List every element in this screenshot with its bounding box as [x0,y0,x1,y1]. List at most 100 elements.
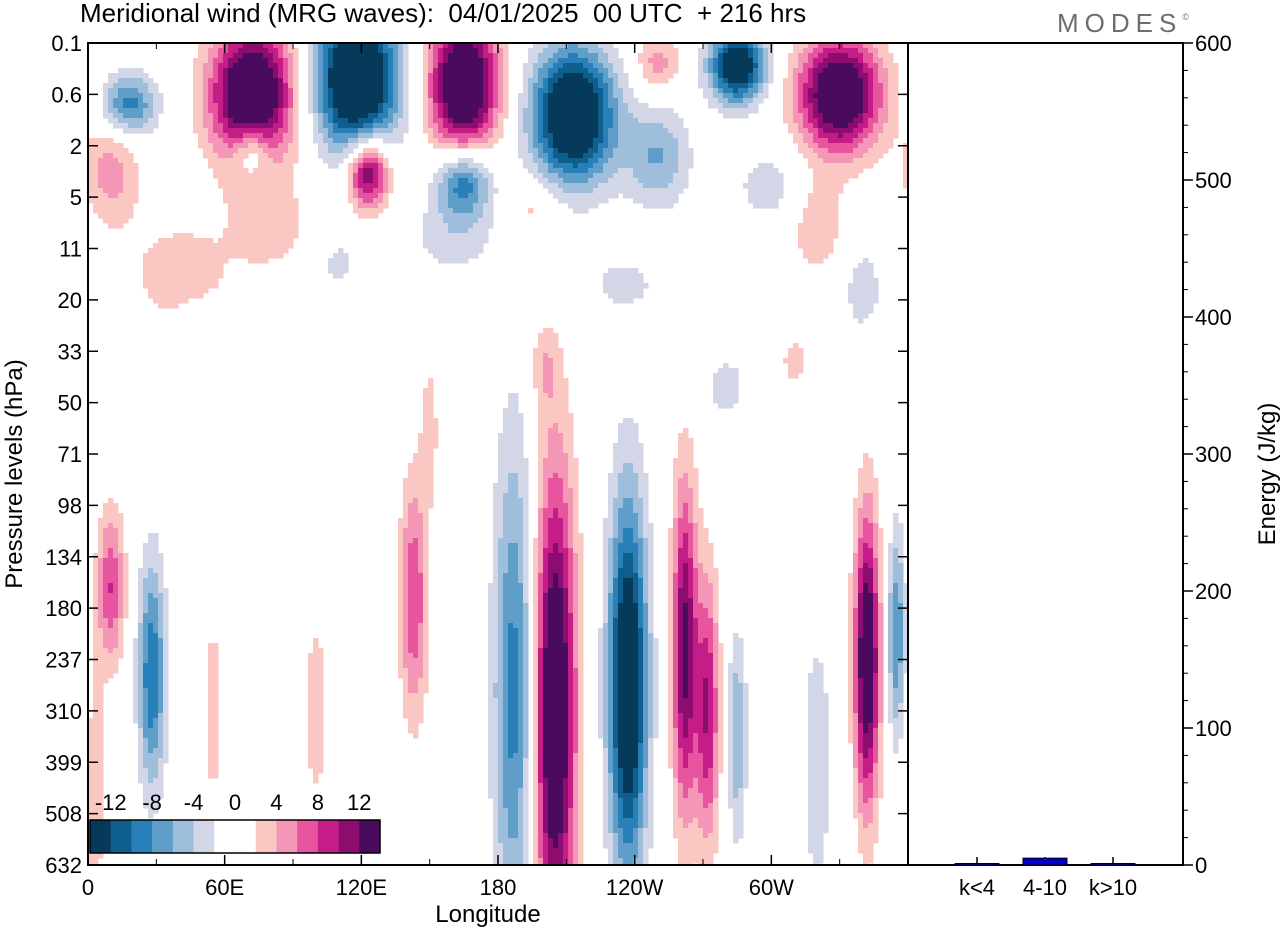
field-cell [423,453,429,459]
field-cell [533,88,539,94]
field-cell [798,63,804,69]
field-cell [803,248,809,254]
field-cell [808,68,814,74]
field-cell [348,108,354,114]
field-cell [858,268,864,274]
field-cell [263,83,269,89]
field-cell [533,378,539,384]
field-cell [373,63,379,69]
field-cell [543,58,549,64]
field-cell [333,93,339,99]
field-cell [368,113,374,119]
field-cell [373,133,379,139]
field-cell [203,143,209,149]
field-cell [858,488,864,494]
field-cell [548,478,554,484]
field-cell [223,193,229,199]
field-cell [823,63,829,69]
field-cell [663,158,669,164]
field-cell [728,63,734,69]
field-cell [673,153,679,159]
field-cell [268,93,274,99]
field-cell [548,443,554,449]
field-cell [533,113,539,119]
field-cell [803,113,809,119]
field-cell [543,178,549,184]
field-cell [233,183,239,189]
field-cell [498,103,504,109]
field-cell [663,133,669,139]
field-cell [428,393,434,399]
field-cell [793,113,799,119]
field-cell [828,123,834,129]
field-cell [423,423,429,429]
field-cell [893,93,899,99]
field-cell [193,288,199,294]
field-cell [563,448,569,454]
field-cell [288,93,294,99]
field-cell [558,133,564,139]
field-cell [188,233,194,239]
field-cell [288,58,294,64]
field-cell [628,483,634,489]
field-cell [183,273,189,279]
field-cell [553,43,559,49]
field-cell [453,88,459,94]
field-cell [293,88,299,94]
field-cell [843,138,849,144]
field-cell [403,128,409,134]
field-cell [553,468,559,474]
field-cell [818,198,824,204]
field-cell [613,498,619,504]
field-cell [118,213,124,219]
field-cell [818,68,824,74]
field-cell [378,173,384,179]
field-cell [638,118,644,124]
field-cell [158,93,164,99]
field-cell [813,253,819,259]
field-cell [558,443,564,449]
field-cell [733,43,739,49]
field-cell [518,93,524,99]
field-cell [648,188,654,194]
field-cell [573,128,579,134]
field-cell [428,73,434,79]
field-cell [878,43,884,49]
field-cell [288,63,294,69]
field-cell [273,173,279,179]
field-cell [868,498,874,504]
field-cell [178,278,184,284]
field-cell [623,283,629,289]
field-cell [363,53,369,59]
field-cell [558,498,564,504]
field-cell [378,153,384,159]
field-cell [153,113,159,119]
field-cell [428,223,434,229]
field-cell [793,83,799,89]
field-cell [598,178,604,184]
field-cell [393,43,399,49]
field-cell [673,163,679,169]
field-cell [223,88,229,94]
field-cell [808,73,814,79]
field-cell [763,163,769,169]
field-cell [263,58,269,64]
field-cell [503,478,509,484]
field-cell [753,193,759,199]
field-cell [603,108,609,114]
field-cell [368,213,374,219]
field-cell [288,83,294,89]
field-cell [808,123,814,129]
field-cell [283,138,289,144]
field-cell [258,168,264,174]
field-cell [753,83,759,89]
field-cell [568,98,574,104]
field-cell [453,63,459,69]
field-cell [208,48,214,54]
field-cell [368,58,374,64]
field-cell [473,58,479,64]
field-cell [178,233,184,239]
field-cell [178,243,184,249]
field-cell [283,133,289,139]
field-cell [858,478,864,484]
